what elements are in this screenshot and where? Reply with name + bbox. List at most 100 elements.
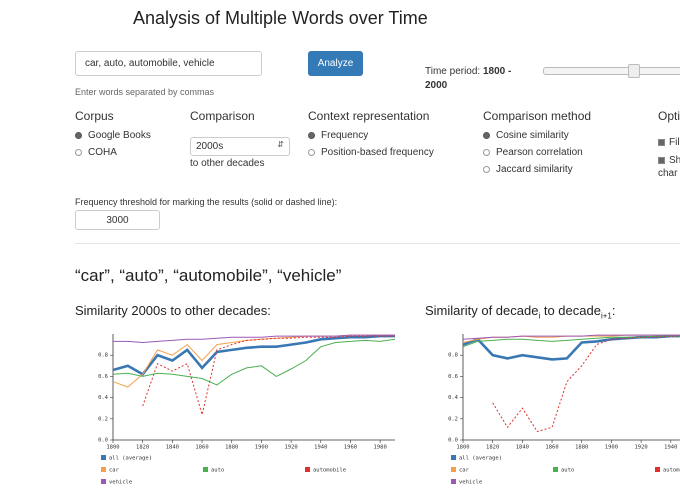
- x-tick-label: 1800: [456, 445, 469, 451]
- series-line: [112, 338, 396, 386]
- words-help: Enter words separated by commas: [75, 87, 215, 97]
- title-text: to decade: [540, 303, 601, 318]
- legend-swatch: [451, 455, 456, 460]
- radio-option[interactable]: Google Books: [75, 130, 151, 141]
- y-tick-label: 0.8: [448, 353, 458, 359]
- chart-title: Similarity 2000s to other decades:: [75, 303, 271, 318]
- option-text: Frequency: [321, 130, 369, 141]
- legend-swatch: [101, 467, 106, 472]
- time-slider[interactable]: [543, 67, 680, 75]
- options-label: Opti: [658, 109, 680, 123]
- page-title: Analysis of Multiple Words over Time: [133, 8, 428, 28]
- title-sub: i: [538, 311, 541, 321]
- series-line: [462, 334, 680, 340]
- legend-label: vehicle: [459, 480, 482, 486]
- x-tick-label: 1920: [634, 445, 647, 451]
- x-tick-label: 1940: [314, 445, 327, 451]
- x-tick-label: 1900: [605, 445, 618, 451]
- series-line: [492, 335, 680, 433]
- select-value: 2000s: [196, 141, 224, 152]
- legend-label: all (average): [109, 456, 152, 462]
- title-text: :: [611, 303, 616, 318]
- y-tick-label: 0.0: [98, 438, 108, 444]
- x-tick-label: 1800: [106, 445, 119, 451]
- y-tick-label: 0.6: [98, 374, 108, 380]
- y-tick-label: 0.0: [448, 438, 458, 444]
- legend-swatch: [655, 467, 660, 472]
- series-line: [112, 334, 395, 376]
- series-line: [113, 334, 395, 344]
- legend-label: vehicle: [109, 480, 132, 486]
- legend-swatch: [101, 479, 106, 484]
- legend-swatch: [451, 479, 456, 484]
- threshold-input[interactable]: 3000: [75, 210, 160, 230]
- chart: 0.0 0.2 0.4 0.6 0.8 1800 1820 1840 1860 1880 1900 1…: [98, 334, 396, 486]
- option-text: COHA: [88, 147, 117, 158]
- time-period: Time period: 1800 - 2000: [425, 65, 520, 93]
- series-line: [462, 335, 680, 348]
- radio-option[interactable]: Cosine similarity: [483, 130, 569, 141]
- x-tick-label: 1920: [284, 445, 297, 451]
- time-period-value: 1800 - 2000: [425, 66, 512, 91]
- words-input[interactable]: car, auto, automobile, vehicle: [75, 51, 262, 76]
- y-tick-label: 0.4: [98, 395, 109, 401]
- legend-swatch: [451, 467, 456, 472]
- y-tick-label: 0.6: [448, 374, 458, 380]
- chart-title: Similarity of decadei to decadei+1:: [425, 303, 615, 321]
- checkbox-option[interactable]: Sh: [658, 155, 680, 166]
- radio-option[interactable]: Frequency: [308, 130, 368, 141]
- analyze-button[interactable]: Analyze: [308, 51, 363, 76]
- series-line: [112, 334, 395, 388]
- option-text: Fil: [669, 137, 680, 148]
- title-sub: i+1: [600, 311, 612, 321]
- x-tick-label: 1860: [195, 445, 208, 451]
- corpus-label: Corpus: [75, 109, 114, 123]
- option-text: Pearson correlation: [496, 147, 583, 158]
- legend-label: auto: [561, 468, 574, 474]
- results-heading: “car”, “auto”, “automobile”, “vehicle”: [75, 266, 342, 285]
- radio-option[interactable]: Jaccard similarity: [483, 164, 573, 175]
- method-label: Comparison method: [483, 109, 592, 123]
- legend-swatch: [305, 467, 310, 472]
- time-period-label: Time period:: [425, 66, 481, 77]
- option-text: Sh: [669, 155, 680, 166]
- legend-label: automobile: [313, 468, 346, 474]
- x-tick-label: 1820: [136, 445, 149, 451]
- legend-label: auto: [211, 468, 224, 474]
- legend-label: car: [459, 468, 470, 474]
- x-tick-label: 1940: [664, 445, 677, 451]
- radio-option[interactable]: COHA: [75, 147, 117, 158]
- slider-handle[interactable]: [628, 64, 640, 78]
- x-tick-label: 1840: [516, 445, 529, 451]
- x-tick-label: 1960: [344, 445, 357, 451]
- y-tick-label: 0.8: [98, 353, 108, 359]
- option-text: Jaccard similarity: [496, 164, 573, 175]
- legend-label: automobile: [663, 468, 680, 474]
- x-tick-label: 1980: [374, 445, 387, 451]
- comparison-label: Comparison: [190, 109, 255, 123]
- x-tick-label: 1900: [255, 445, 268, 451]
- chart: 0.0 0.2 0.4 0.6 0.8 1800 1820 1840 1860 1880 1900 1…: [448, 334, 680, 486]
- comparison-select[interactable]: 2000s ⇵: [190, 137, 290, 156]
- option-text: Cosine similarity: [496, 130, 569, 141]
- y-tick-label: 0.2: [448, 416, 458, 422]
- checkbox-option[interactable]: Fil: [658, 137, 680, 148]
- legend-label: all (average): [459, 456, 502, 462]
- option-text: Google Books: [88, 130, 151, 141]
- y-tick-label: 0.4: [448, 395, 459, 401]
- x-tick-label: 1880: [225, 445, 238, 451]
- legend-swatch: [101, 455, 106, 460]
- x-tick-label: 1880: [575, 445, 588, 451]
- separator: [75, 243, 680, 244]
- radio-option[interactable]: Position-based frequency: [308, 147, 434, 158]
- option-text: Position-based frequency: [321, 147, 434, 158]
- x-tick-label: 1860: [545, 445, 558, 451]
- option-text: char: [658, 168, 678, 179]
- title-text: Similarity of decade: [425, 303, 539, 318]
- x-tick-label: 1840: [166, 445, 179, 451]
- legend-swatch: [203, 467, 208, 472]
- legend-label: car: [109, 468, 120, 474]
- radio-option[interactable]: Pearson correlation: [483, 147, 583, 158]
- series-line: [462, 334, 680, 361]
